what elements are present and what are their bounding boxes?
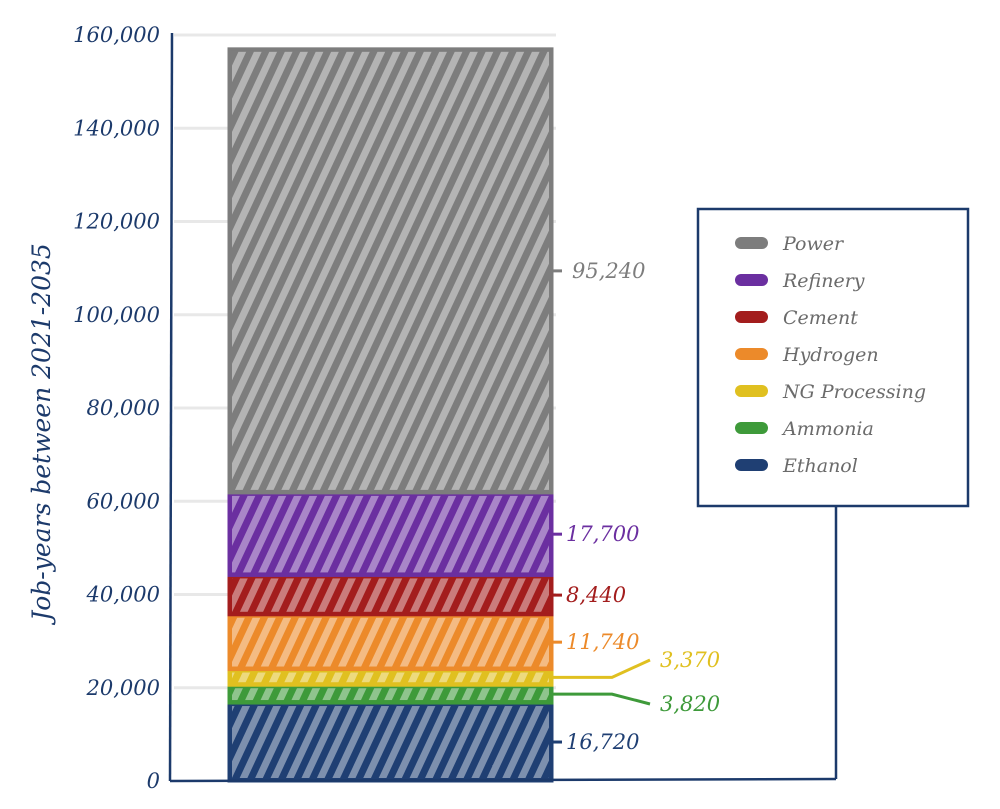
- leader-line: [552, 658, 651, 679]
- legend-label: Refinery: [782, 270, 865, 292]
- y-axis-line: [168, 32, 174, 782]
- y-tick-labels: 0 20,000 40,000 60,000 80,000 100,000 120,000 1…: [73, 23, 160, 793]
- bar-hatch-hydrogen: [232, 617, 549, 667]
- data-label: 3,370: [660, 648, 720, 672]
- y-tick-label: 160,000: [73, 23, 160, 47]
- legend-swatch: [735, 237, 768, 249]
- bar-hatch-ng-processing: [232, 672, 549, 683]
- bar-segments: [227, 47, 554, 783]
- data-label: 17,700: [566, 522, 639, 546]
- legend-label: Ethanol: [782, 455, 858, 477]
- bar-hatch-cement: [232, 578, 549, 612]
- legend-swatch: [735, 274, 768, 286]
- y-tick-label: 80,000: [87, 396, 160, 420]
- data-label: 3,820: [660, 692, 720, 716]
- bar-hatch-ammonia: [232, 688, 549, 701]
- bar-hatch-refinery: [232, 495, 549, 573]
- y-tick-label: 0: [147, 769, 160, 793]
- data-label: 8,440: [566, 583, 626, 607]
- data-label: 16,720: [566, 730, 639, 754]
- bar-hatch-power: [232, 51, 549, 490]
- legend-label: NG Processing: [782, 381, 926, 403]
- legend-label: Hydrogen: [782, 344, 879, 366]
- legend: Power Refinery Cement Hydrogen NG Processing…: [696, 207, 970, 508]
- axes: [168, 32, 838, 783]
- leader-line: [552, 692, 651, 706]
- y-axis-label: Job-years between 2021-2035: [27, 243, 56, 626]
- legend-label: Cement: [783, 307, 858, 329]
- y-tick-label: 60,000: [87, 489, 160, 513]
- y-tick-label: 120,000: [73, 210, 160, 234]
- y-tick-label: 40,000: [86, 583, 160, 607]
- legend-label: Power: [782, 233, 845, 255]
- legend-label: Ammonia: [781, 418, 874, 440]
- y-tick-label: 100,000: [73, 303, 160, 327]
- y-tick-label: 140,000: [73, 116, 160, 140]
- y-tick-label: 20,000: [86, 676, 160, 700]
- legend-swatch: [735, 422, 768, 434]
- legend-swatch: [735, 459, 768, 471]
- legend-swatch: [735, 348, 768, 360]
- x-axis-line: [169, 777, 837, 783]
- data-labels: 16,720 3,820 3,370 11,740 8,440 17,700 95,240: [566, 259, 720, 754]
- data-label: 95,240: [572, 259, 645, 283]
- legend-swatch: [735, 385, 768, 397]
- label-leader-lines: [552, 269, 651, 744]
- bar-hatch-ethanol: [232, 706, 549, 778]
- legend-swatch: [735, 311, 768, 323]
- data-label: 11,740: [566, 630, 639, 654]
